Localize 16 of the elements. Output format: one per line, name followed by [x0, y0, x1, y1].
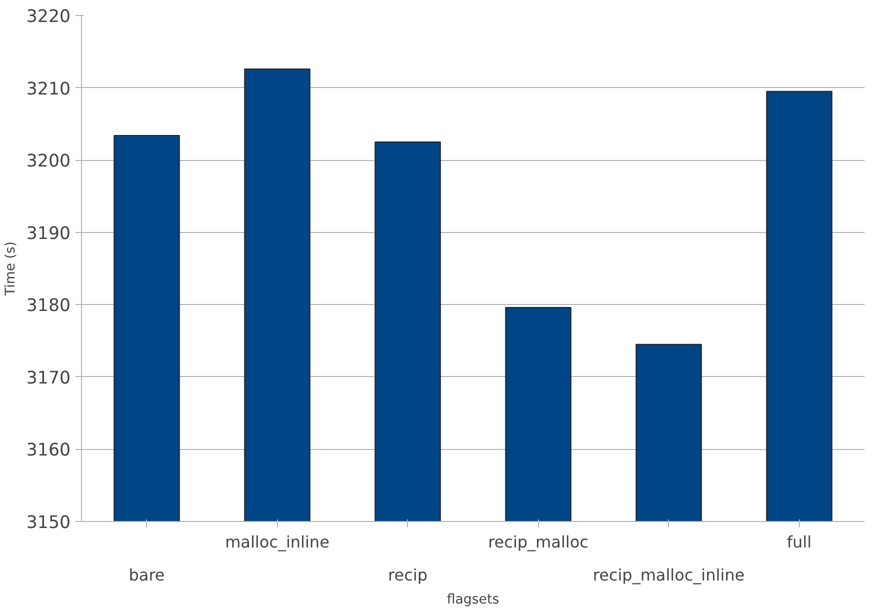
x-tick-label: recip_malloc_inline: [592, 566, 745, 584]
y-tick-label: 3170: [26, 368, 71, 388]
y-tick-label: 3160: [26, 440, 71, 461]
x-axis-title: flagsets: [446, 592, 500, 608]
y-axis-title: Time (s): [3, 241, 18, 297]
y-tick-label: 3180: [26, 296, 71, 316]
y-tick-label: 3150: [26, 513, 71, 533]
y-tick-label: 3200: [26, 152, 71, 172]
x-tick-label: malloc_inline: [225, 532, 330, 552]
y-tick-label: 3210: [26, 79, 71, 100]
x-tick-label: recip_malloc: [488, 532, 588, 552]
y-tick-label: 3190: [26, 224, 71, 244]
x-tick-label: bare: [128, 566, 165, 584]
y-tick-label: 3220: [26, 7, 71, 27]
x-tick-label: recip: [388, 566, 428, 584]
x-tick-label: full: [786, 532, 812, 552]
